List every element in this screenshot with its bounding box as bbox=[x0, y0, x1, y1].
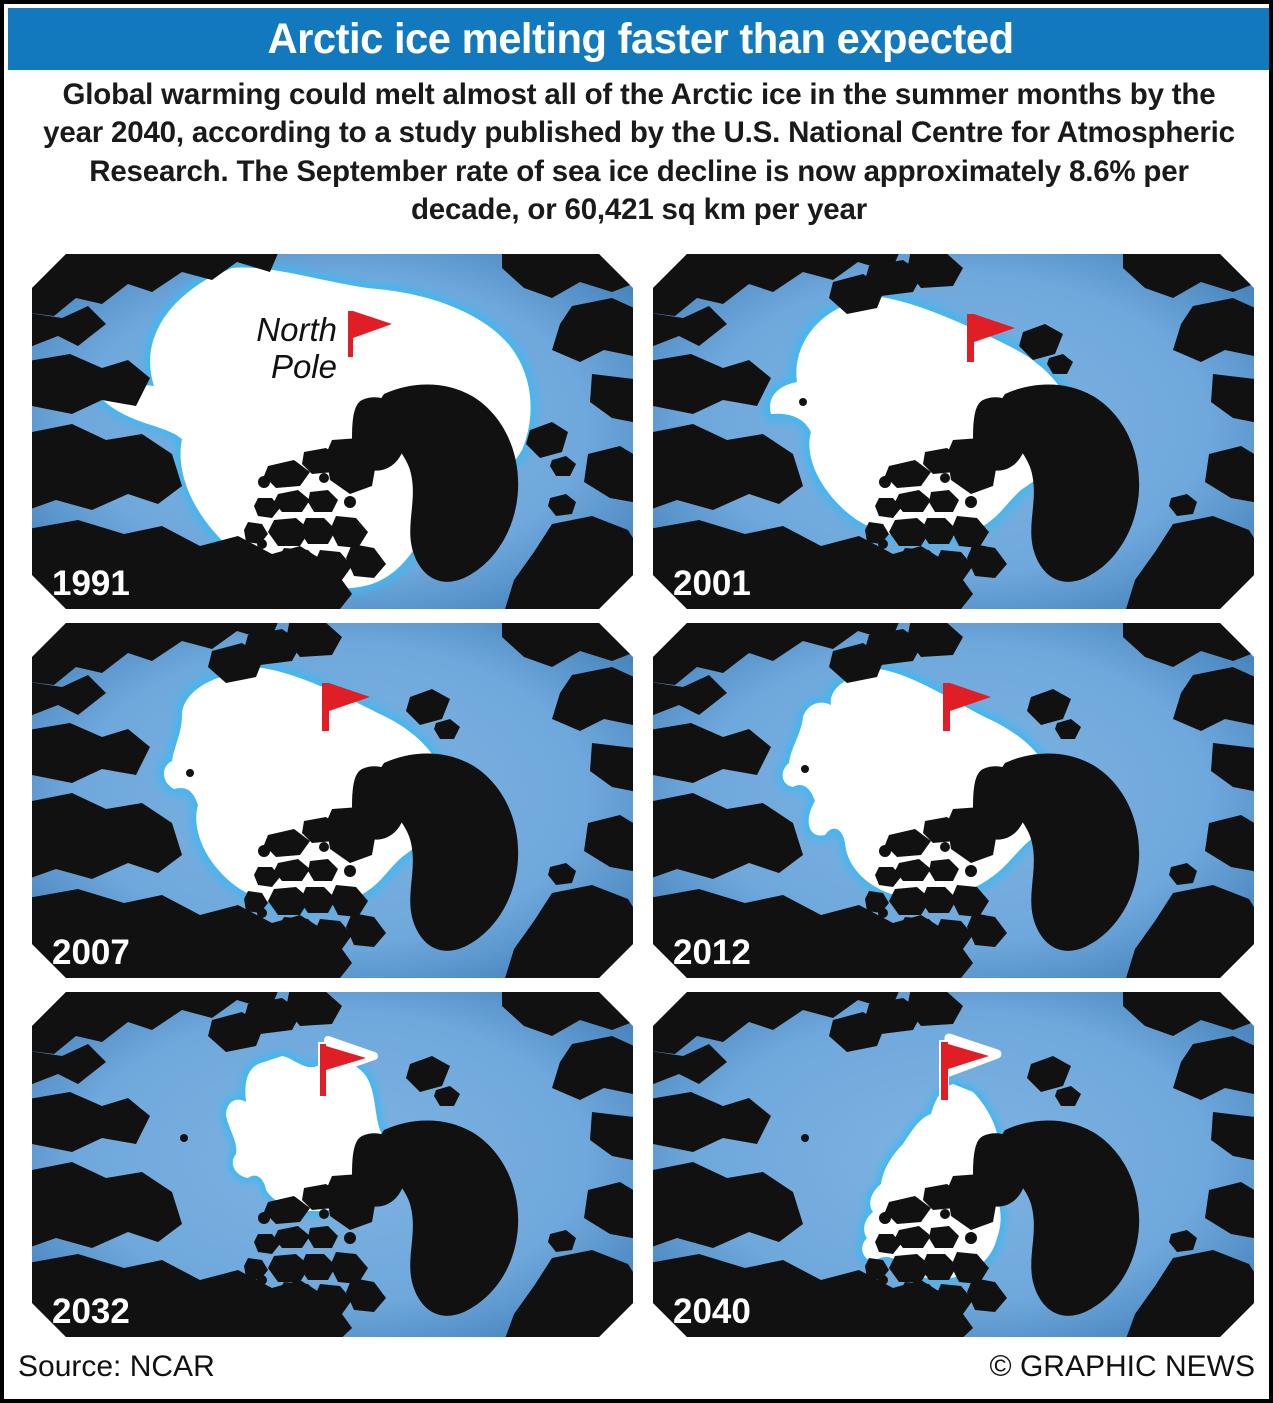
arctic-map-2032 bbox=[32, 992, 633, 1337]
north-pole-flag-icon bbox=[939, 1033, 1002, 1102]
map-panel-1991[interactable]: North Pole 1991 bbox=[32, 254, 633, 609]
map-panel-2007[interactable]: 2007 bbox=[32, 623, 633, 978]
north-pole-flag-icon bbox=[322, 683, 370, 731]
map-panel-2012[interactable]: 2012 bbox=[653, 623, 1254, 978]
map-panel-2001[interactable]: 2001 bbox=[653, 254, 1254, 609]
north-pole-flag-icon bbox=[318, 1036, 378, 1098]
arctic-map-2001 bbox=[653, 254, 1254, 609]
north-pole-flag-icon bbox=[943, 683, 991, 731]
arctic-map-2007 bbox=[32, 623, 633, 978]
arctic-map-1991 bbox=[32, 254, 633, 609]
page-title: Arctic ice melting faster than expected bbox=[267, 14, 1014, 63]
standfirst-text: Global warming could melt almost all of … bbox=[43, 78, 1235, 227]
footer: Source: NCAR © GRAPHIC NEWS bbox=[18, 1345, 1255, 1389]
headline-bar: Arctic ice melting faster than expected bbox=[8, 8, 1269, 70]
source-credit: Source: NCAR bbox=[18, 1350, 215, 1383]
arctic-map-2040 bbox=[653, 992, 1254, 1337]
map-panel-2040[interactable]: 2040 bbox=[653, 992, 1254, 1337]
map-panel-2032[interactable]: 2032 bbox=[32, 992, 633, 1337]
publisher-credit: © GRAPHIC NEWS bbox=[989, 1350, 1255, 1383]
map-grid: North Pole 1991 bbox=[32, 254, 1254, 1351]
north-pole-flag-icon bbox=[348, 311, 392, 357]
arctic-map-2012 bbox=[653, 623, 1254, 978]
north-pole-flag-icon bbox=[967, 314, 1015, 362]
